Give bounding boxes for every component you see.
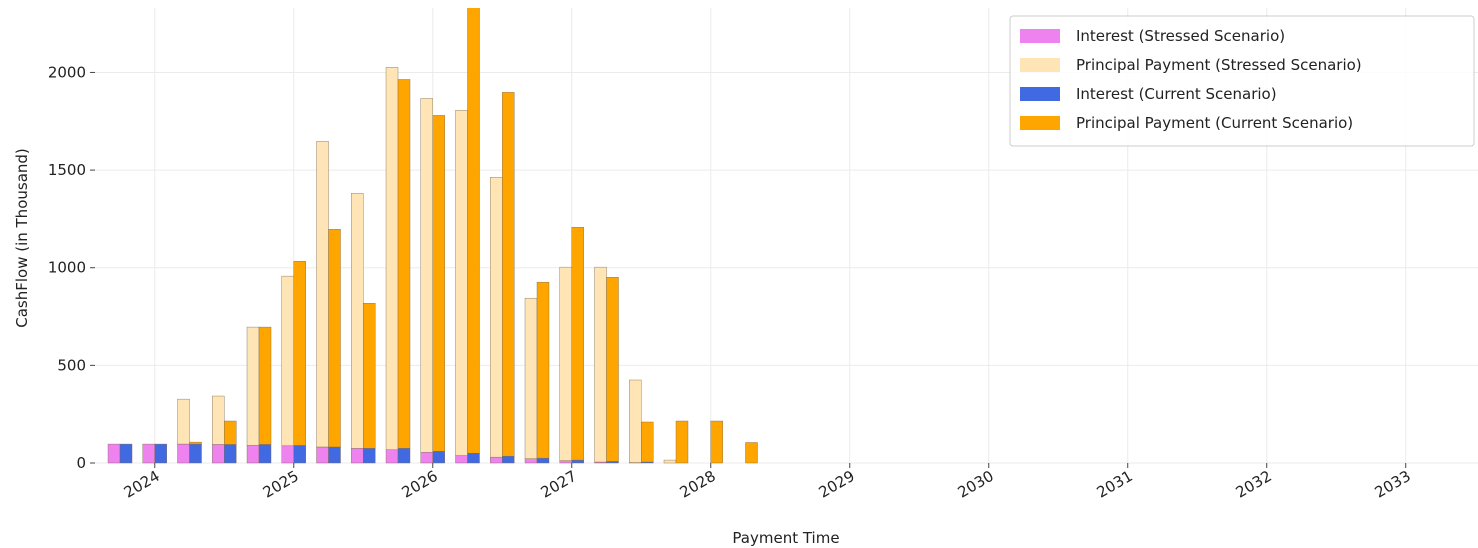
bar bbox=[154, 443, 167, 464]
bar bbox=[316, 141, 329, 448]
x-tick-label: 2025 bbox=[260, 467, 302, 502]
bar bbox=[629, 379, 642, 463]
bar bbox=[293, 445, 306, 464]
bar bbox=[351, 448, 364, 464]
x-tick-label: 2029 bbox=[816, 467, 858, 502]
legend-label: Principal Payment (Current Scenario) bbox=[1076, 114, 1353, 132]
legend-label: Interest (Current Scenario) bbox=[1076, 85, 1277, 103]
legend-swatch bbox=[1020, 29, 1060, 43]
x-tick-label: 2032 bbox=[1233, 467, 1275, 502]
bar bbox=[675, 420, 689, 464]
bar bbox=[432, 451, 445, 464]
x-tick-label: 2031 bbox=[1094, 467, 1136, 502]
bar bbox=[397, 448, 411, 464]
bar bbox=[571, 227, 584, 461]
x-tick-label: 2028 bbox=[677, 467, 719, 502]
y-tick-label: 500 bbox=[57, 356, 86, 374]
bar bbox=[224, 420, 237, 445]
y-tick-label: 0 bbox=[76, 454, 86, 472]
bar bbox=[351, 193, 364, 449]
bar bbox=[363, 448, 376, 464]
bar bbox=[490, 177, 503, 458]
x-tick-label: 2033 bbox=[1372, 467, 1414, 502]
x-axis-label: Payment Time bbox=[732, 529, 839, 547]
bar bbox=[281, 275, 294, 447]
x-tick-label: 2030 bbox=[955, 467, 997, 502]
bar bbox=[536, 457, 550, 464]
y-axis-label: CashFlow (in Thousand) bbox=[13, 148, 31, 328]
bar bbox=[316, 446, 329, 464]
legend-label: Interest (Stressed Scenario) bbox=[1076, 27, 1285, 45]
bar bbox=[142, 443, 155, 464]
bar bbox=[524, 458, 538, 464]
bar bbox=[212, 395, 225, 445]
legend-frame bbox=[1009, 15, 1475, 147]
bar bbox=[467, 8, 480, 454]
bar bbox=[246, 326, 260, 446]
y-tick-label: 1500 bbox=[48, 161, 86, 179]
legend-swatch bbox=[1020, 58, 1060, 72]
bar bbox=[224, 444, 237, 464]
bar bbox=[177, 398, 190, 445]
bar bbox=[432, 115, 445, 452]
legend-swatch bbox=[1020, 116, 1060, 130]
bar bbox=[745, 442, 758, 464]
bar bbox=[641, 421, 654, 463]
bar bbox=[536, 281, 550, 459]
bar bbox=[524, 297, 538, 459]
bar bbox=[420, 98, 433, 453]
bar bbox=[281, 445, 294, 464]
bar bbox=[246, 445, 260, 464]
bar bbox=[571, 459, 584, 464]
bar bbox=[328, 446, 341, 464]
bar bbox=[490, 456, 503, 464]
x-tick-label: 2026 bbox=[399, 467, 441, 502]
bar bbox=[594, 266, 607, 463]
bar bbox=[467, 453, 480, 464]
bar bbox=[189, 441, 202, 445]
bar bbox=[385, 67, 399, 450]
bar bbox=[119, 443, 133, 464]
bar bbox=[420, 452, 433, 464]
bar bbox=[606, 461, 619, 464]
bar bbox=[189, 443, 202, 464]
y-tick-label: 1000 bbox=[48, 259, 86, 277]
bar bbox=[363, 303, 376, 449]
bar bbox=[663, 459, 677, 464]
bar bbox=[559, 460, 572, 464]
legend-swatch bbox=[1020, 87, 1060, 101]
bar bbox=[455, 455, 468, 464]
y-tick-label: 2000 bbox=[48, 63, 86, 81]
bar bbox=[397, 79, 411, 449]
bar bbox=[258, 444, 272, 464]
bar bbox=[107, 443, 121, 464]
bar bbox=[710, 420, 723, 464]
bar bbox=[559, 266, 572, 461]
bar bbox=[258, 326, 272, 445]
bar bbox=[293, 261, 306, 446]
bar bbox=[502, 455, 515, 464]
bar bbox=[455, 110, 468, 456]
bar bbox=[606, 277, 619, 462]
x-tick-label: 2027 bbox=[538, 467, 580, 502]
legend-label: Principal Payment (Stressed Scenario) bbox=[1076, 56, 1362, 74]
x-tick-label: 2024 bbox=[121, 467, 163, 502]
bar bbox=[502, 92, 515, 457]
bar bbox=[385, 449, 399, 464]
bar bbox=[177, 443, 190, 464]
bar bbox=[328, 229, 341, 448]
bar bbox=[212, 444, 225, 464]
